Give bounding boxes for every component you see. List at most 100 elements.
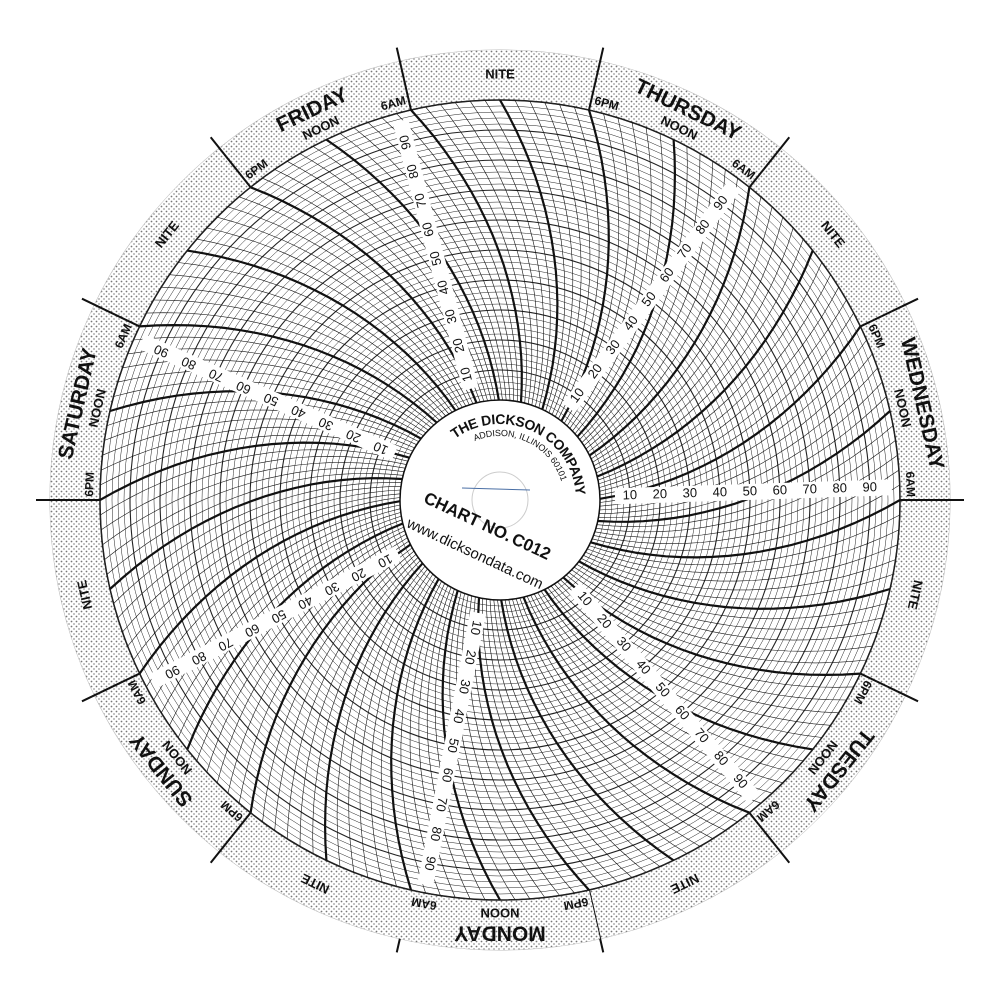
time-line (113, 380, 424, 436)
scale-strip (148, 546, 402, 689)
time-line (592, 484, 900, 551)
time-line (153, 299, 443, 419)
night-label: NITE (485, 66, 515, 81)
ring-divider (588, 47, 605, 111)
scale-circle (195, 195, 805, 805)
scale-label: 30 (442, 308, 460, 326)
major-time-line (590, 499, 901, 559)
scale-circle (171, 171, 829, 829)
time-line (370, 573, 434, 883)
major-time-line (499, 99, 559, 410)
time-line (396, 113, 518, 402)
night-label: NITE (74, 578, 95, 611)
scale-circle (123, 123, 877, 877)
time-line (127, 493, 401, 647)
scale-strip (417, 611, 486, 887)
time-line (353, 127, 507, 401)
scale-label: 20 (349, 565, 369, 585)
scale-label: 70 (216, 634, 236, 654)
time-line (312, 560, 421, 854)
scale-label: 40 (434, 279, 452, 297)
scale-label: 20 (462, 649, 479, 666)
ring-divider (81, 672, 141, 703)
scale-strip (392, 118, 479, 391)
pen-mark (461, 487, 531, 491)
night-band (219, 50, 601, 188)
night-label: NITE (905, 579, 926, 612)
scale-label: 70 (206, 366, 225, 386)
time-line (588, 514, 900, 566)
time-line (514, 100, 566, 412)
time-line (558, 106, 600, 419)
time-line (113, 482, 402, 604)
scale-label: 80 (832, 480, 847, 495)
ring-divider (748, 136, 791, 188)
ring-divider (859, 297, 919, 328)
time-line (206, 530, 405, 773)
time-line (339, 133, 503, 401)
time-line (100, 449, 408, 516)
scale-circle (117, 117, 883, 883)
scale-strip (562, 180, 741, 413)
scale-label: 20 (585, 361, 606, 382)
ring-divider (81, 297, 141, 328)
time-line (274, 550, 415, 831)
major-time-line (139, 323, 438, 424)
time-line (425, 106, 527, 404)
scale-circle (225, 225, 775, 775)
scale-circle (159, 159, 841, 841)
time-line (504, 599, 688, 854)
time-line (287, 161, 488, 401)
time-line (262, 547, 413, 822)
time-line (426, 587, 471, 900)
scale-strip (614, 479, 893, 505)
time-line (299, 557, 419, 847)
time-line (133, 497, 401, 661)
time-line (581, 558, 894, 600)
scale-circle (153, 153, 847, 847)
time-line (519, 597, 738, 823)
time-line (299, 153, 492, 401)
time-line (122, 489, 401, 633)
scale-label: 50 (269, 607, 289, 627)
scale-label: 80 (189, 648, 209, 668)
scale-circle (129, 129, 871, 871)
scale-circle (111, 111, 889, 889)
scale-label: 30 (602, 337, 623, 358)
pm-label: 6PM (563, 895, 590, 913)
scale-label: 90 (152, 342, 171, 362)
scale-label: 40 (450, 708, 467, 725)
hub (399, 399, 601, 601)
major-time-line (500, 599, 675, 862)
time-line (217, 216, 467, 407)
scale-label: 50 (742, 483, 757, 498)
time-line (579, 146, 688, 440)
time-line (100, 455, 407, 531)
time-line (381, 117, 514, 401)
time-line (571, 569, 878, 641)
time-line (216, 533, 407, 783)
scale-label: 70 (433, 796, 450, 813)
scale-circle (201, 201, 799, 799)
time-line (238, 196, 474, 404)
scale-circle (393, 393, 607, 607)
major-time-line (596, 250, 814, 478)
major-time-line (522, 596, 750, 814)
scale-label: 50 (261, 390, 280, 410)
time-line (482, 598, 604, 887)
major-time-line (410, 109, 523, 403)
scale-label: 40 (296, 593, 316, 613)
scale-circle (387, 387, 613, 613)
time-line (206, 227, 463, 408)
ring-divider (209, 812, 252, 864)
time-line (104, 467, 405, 560)
scale-label: 90 (396, 133, 414, 151)
scale-label: 50 (426, 250, 444, 268)
scale-label: 10 (622, 487, 637, 502)
night-band (589, 61, 906, 327)
time-line (599, 287, 839, 488)
scale-label: 40 (620, 313, 641, 334)
time-line (455, 593, 531, 900)
